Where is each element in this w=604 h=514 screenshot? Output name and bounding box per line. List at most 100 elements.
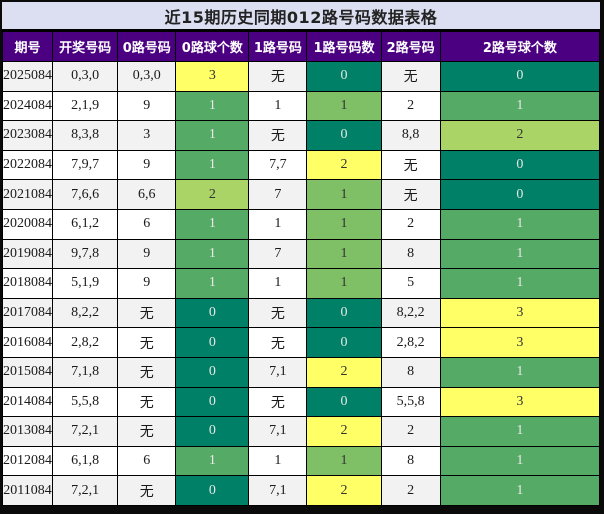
one_count-cell: 2 [306,416,382,447]
two_count-cell: 1 [439,268,601,299]
two_count-cell: 1 [439,445,601,477]
table-row: 2015084 7,1,8 无 0 7,1 2 8 1 [1,356,601,388]
draw-cell: 9,7,8 [52,238,119,270]
table-row: 2016084 2,8,2 无 0 无 0 2,8,2 3 [1,327,601,358]
period-cell: 2018084 [1,268,54,299]
zero_count-cell: 0 [175,386,250,418]
one_count-cell: 0 [306,327,382,358]
one_nums-cell: 7 [248,179,308,210]
one_count-cell: 1 [306,238,382,270]
one_count-cell: 2 [306,149,382,181]
one_nums-cell: 无 [248,327,308,358]
two_nums-cell: 5,5,8 [380,386,441,418]
period-cell: 2017084 [1,297,54,329]
one_count-cell: 1 [306,208,382,240]
one_nums-cell: 1 [248,208,308,240]
period-cell: 2020084 [1,208,54,240]
table-row: 2017084 8,2,2 无 0 无 0 8,2,2 3 [1,297,601,329]
zero_nums-cell: 9 [117,149,177,181]
two_nums-cell: 5 [380,268,441,299]
table-row: 2019084 9,7,8 9 1 7 1 8 1 [1,238,601,270]
zero_count-cell: 1 [175,268,250,299]
column-header-draw: 开奖号码 [52,31,119,62]
two_count-cell: 2 [439,120,601,151]
two_count-cell: 3 [439,327,601,358]
draw-cell: 0,3,0 [52,61,119,92]
data-table: 期号 开奖号码 0路号码 0路球个数 1路号码 1路号码数 2路号码 2路号球个数 20250… [1,31,601,506]
zero_nums-cell: 6 [117,208,177,240]
draw-cell: 6,1,8 [52,445,119,477]
zero_count-cell: 0 [175,356,250,388]
two_count-cell: 1 [439,416,601,447]
table-row: 2012084 6,1,8 6 1 1 1 8 1 [1,445,601,477]
table-row: 2022084 7,9,7 9 1 7,7 2 无 0 [1,149,601,181]
one_count-cell: 0 [306,386,382,418]
table-row: 2021084 7,6,6 6,6 2 7 1 无 0 [1,179,601,210]
table-row: 2023084 8,3,8 3 1 无 0 8,8 2 [1,120,601,151]
two_count-cell: 0 [439,61,601,92]
zero_nums-cell: 6,6 [117,179,177,210]
table-row: 2020084 6,1,2 6 1 1 1 2 1 [1,208,601,240]
zero_nums-cell: 0,3,0 [117,61,177,92]
two_nums-cell: 8 [380,356,441,388]
period-cell: 2012084 [1,445,54,477]
two_nums-cell: 无 [380,61,441,92]
table-row: 2013084 7,2,1 无 0 7,1 2 2 1 [1,416,601,447]
table-row: 2011084 7,2,1 无 0 7,1 2 2 1 [1,475,601,506]
two_nums-cell: 2 [380,475,441,506]
period-cell: 2011084 [1,475,54,506]
one_nums-cell: 无 [248,120,308,151]
zero_count-cell: 0 [175,475,250,506]
draw-cell: 7,2,1 [52,475,119,506]
two_nums-cell: 8,8 [380,120,441,151]
one_count-cell: 1 [306,268,382,299]
draw-cell: 7,2,1 [52,416,119,447]
period-cell: 2023084 [1,120,54,151]
table-row: 2014084 5,5,8 无 0 无 0 5,5,8 3 [1,386,601,418]
two_nums-cell: 2,8,2 [380,327,441,358]
column-header-two_count: 2路号球个数 [439,31,601,62]
two_count-cell: 1 [439,208,601,240]
period-cell: 2021084 [1,179,54,210]
zero_count-cell: 0 [175,327,250,358]
zero_count-cell: 2 [175,179,250,210]
draw-cell: 7,6,6 [52,179,119,210]
zero_count-cell: 3 [175,61,250,92]
one_count-cell: 2 [306,356,382,388]
two_count-cell: 1 [439,356,601,388]
one_count-cell: 0 [306,61,382,92]
two_nums-cell: 2 [380,416,441,447]
period-cell: 2019084 [1,238,54,270]
two_count-cell: 3 [439,386,601,418]
draw-cell: 5,5,8 [52,386,119,418]
table-row: 2025084 0,3,0 0,3,0 3 无 0 无 0 [1,61,601,92]
one_count-cell: 2 [306,475,382,506]
one_nums-cell: 7,7 [248,149,308,181]
zero_count-cell: 1 [175,208,250,240]
zero_nums-cell: 9 [117,268,177,299]
zero_nums-cell: 3 [117,120,177,151]
two_nums-cell: 无 [380,179,441,210]
zero_nums-cell: 无 [117,386,177,418]
zero_nums-cell: 6 [117,445,177,477]
two_count-cell: 3 [439,297,601,329]
period-cell: 2015084 [1,356,54,388]
column-header-period: 期号 [1,31,54,62]
two_count-cell: 1 [439,90,601,122]
one_count-cell: 1 [306,90,382,122]
column-header-two_nums: 2路号码 [380,31,441,62]
one_nums-cell: 7 [248,238,308,270]
draw-cell: 8,3,8 [52,120,119,151]
two_nums-cell: 8 [380,238,441,270]
draw-cell: 7,9,7 [52,149,119,181]
table-body: 2025084 0,3,0 0,3,0 3 无 0 无 0 2024084 2,1,9 9 1 1 1 2 1… [1,61,601,506]
draw-cell: 5,1,9 [52,268,119,299]
zero_count-cell: 0 [175,416,250,447]
column-header-one_count: 1路号码数 [306,31,382,62]
column-header-zero_nums: 0路号码 [117,31,177,62]
zero_nums-cell: 无 [117,416,177,447]
table-title: 近15期历史同期012路号码数据表格 [164,7,438,27]
zero_nums-cell: 9 [117,238,177,270]
one_nums-cell: 无 [248,297,308,329]
